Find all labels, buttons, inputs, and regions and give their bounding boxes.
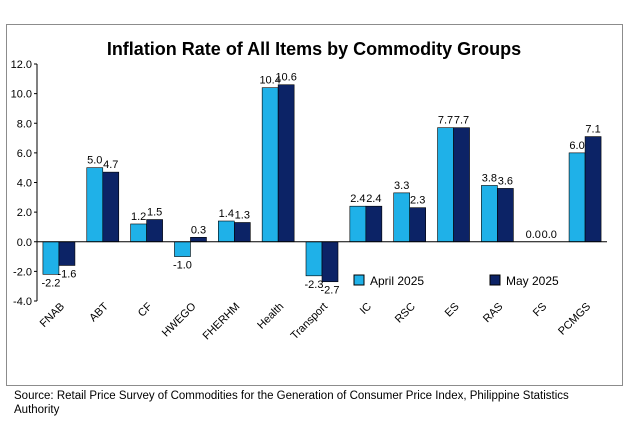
y-tick-label: 0.0 bbox=[17, 237, 32, 249]
value-label: 2.4 bbox=[366, 193, 381, 205]
x-tick-label: HWEGO bbox=[160, 300, 199, 339]
x-tick-label: IC bbox=[358, 301, 374, 317]
value-label: 0.0 bbox=[542, 229, 557, 241]
x-tick-label: ES bbox=[443, 301, 462, 320]
y-axis: 12.0 10.0 8.0 6.0 4.0 2.0 0.0 -2.0 -4.0 bbox=[11, 59, 38, 308]
chart-title: Inflation Rate of All Items by Commodity… bbox=[107, 39, 521, 59]
x-tick-label: Health bbox=[255, 301, 286, 332]
bar-may-2025-rsc bbox=[409, 207, 426, 243]
bar-april-2025-hwego bbox=[174, 241, 191, 257]
bar-april-2025-es bbox=[437, 127, 454, 243]
legend-label-april-2025: April 2025 bbox=[370, 274, 424, 288]
x-tick-label: FHERHM bbox=[201, 301, 243, 343]
legend-label-may-2025: May 2025 bbox=[506, 274, 559, 288]
y-tick-label: 2.0 bbox=[17, 207, 32, 219]
value-label: 1.3 bbox=[235, 209, 250, 221]
bar-chart: Inflation Rate of All Items by Commodity… bbox=[11, 39, 607, 343]
value-label: 10.6 bbox=[275, 72, 296, 84]
bars bbox=[42, 84, 602, 283]
value-label: 6.0 bbox=[569, 140, 584, 152]
bar-may-2025-abt bbox=[102, 171, 120, 243]
bar-april-2025-rsc bbox=[393, 192, 410, 243]
y-tick-label: -2.0 bbox=[13, 266, 32, 278]
value-label: 5.0 bbox=[87, 155, 102, 167]
value-label: 2.3 bbox=[410, 195, 425, 207]
bar-may-2025-ic bbox=[365, 205, 383, 243]
value-label: 2.4 bbox=[350, 193, 365, 205]
value-label: -1.6 bbox=[57, 268, 76, 280]
value-label: 7.7 bbox=[454, 115, 469, 127]
bar-may-2025-es bbox=[453, 127, 470, 243]
y-tick-label: -4.0 bbox=[13, 296, 32, 308]
x-tick-label: FS bbox=[531, 301, 549, 319]
source-note: Source: Retail Price Survey of Commoditi… bbox=[14, 390, 569, 416]
x-tick-label: CF bbox=[136, 300, 155, 319]
bar-may-2025-fherhm bbox=[234, 222, 251, 243]
value-label: -2.7 bbox=[321, 285, 340, 297]
x-tick-label: Transport bbox=[289, 301, 330, 342]
bar-may-2025-ras bbox=[497, 188, 514, 243]
bar-april-2025-transport bbox=[305, 241, 323, 277]
chart-frame: Inflation Rate of All Items by Commodity… bbox=[6, 24, 623, 386]
value-label: -2.2 bbox=[41, 277, 60, 289]
legend-swatch-may-2025 bbox=[489, 274, 501, 286]
bar-april-2025-ras bbox=[481, 185, 498, 243]
bar-april-2025-abt bbox=[86, 167, 104, 243]
legend: April 2025 May 2025 bbox=[353, 274, 559, 288]
bar-may-2025-cf bbox=[146, 219, 163, 243]
x-tick-label: ABT bbox=[87, 300, 111, 324]
bar-may-2025-transport bbox=[321, 241, 339, 283]
y-tick-label: 12.0 bbox=[11, 59, 32, 71]
legend-swatch-april-2025 bbox=[353, 274, 365, 286]
value-label: -1.0 bbox=[173, 260, 192, 272]
value-label: 0.0 bbox=[526, 229, 541, 241]
y-tick-label: 10.0 bbox=[11, 89, 32, 101]
value-label: 3.6 bbox=[498, 175, 513, 187]
value-label: 7.7 bbox=[438, 115, 453, 127]
x-tick-label: RAS bbox=[481, 301, 505, 325]
x-tick-label: PCMGS bbox=[556, 301, 593, 338]
bar-april-2025-pcmgs bbox=[568, 152, 586, 243]
x-tick-label: FNAB bbox=[38, 301, 67, 330]
y-tick-label: 6.0 bbox=[17, 148, 32, 160]
value-label: 4.7 bbox=[103, 159, 118, 171]
bar-april-2025-fherhm bbox=[218, 220, 235, 243]
y-tick-label: 8.0 bbox=[17, 118, 32, 130]
x-tick-label: RSC bbox=[393, 301, 418, 326]
value-label: 3.3 bbox=[394, 180, 409, 192]
y-tick-label: 4.0 bbox=[17, 178, 32, 190]
bar-may-2025-hwego bbox=[190, 237, 207, 243]
value-label: 10.4 bbox=[259, 75, 280, 87]
value-label: 1.4 bbox=[219, 208, 234, 220]
value-labels: -2.2 5.0 1.2 -1.0 1.4 10.4 -2.3 2.4 3.3 7.7 3.8 0.0… bbox=[41, 72, 600, 297]
bar-april-2025-ic bbox=[349, 205, 367, 243]
bar-april-2025-cf bbox=[130, 223, 147, 243]
value-label: 1.2 bbox=[131, 211, 146, 223]
value-label: 1.5 bbox=[147, 207, 162, 219]
value-label: -2.3 bbox=[305, 279, 324, 291]
value-label: 0.3 bbox=[191, 224, 206, 236]
bar-may-2025-pcmgs bbox=[584, 136, 602, 243]
bar-may-2025-health bbox=[277, 84, 295, 243]
bar-may-2025-fnab bbox=[58, 241, 76, 266]
bar-april-2025-health bbox=[261, 87, 279, 243]
value-label: 7.1 bbox=[585, 124, 600, 136]
value-label: 3.8 bbox=[482, 172, 497, 184]
